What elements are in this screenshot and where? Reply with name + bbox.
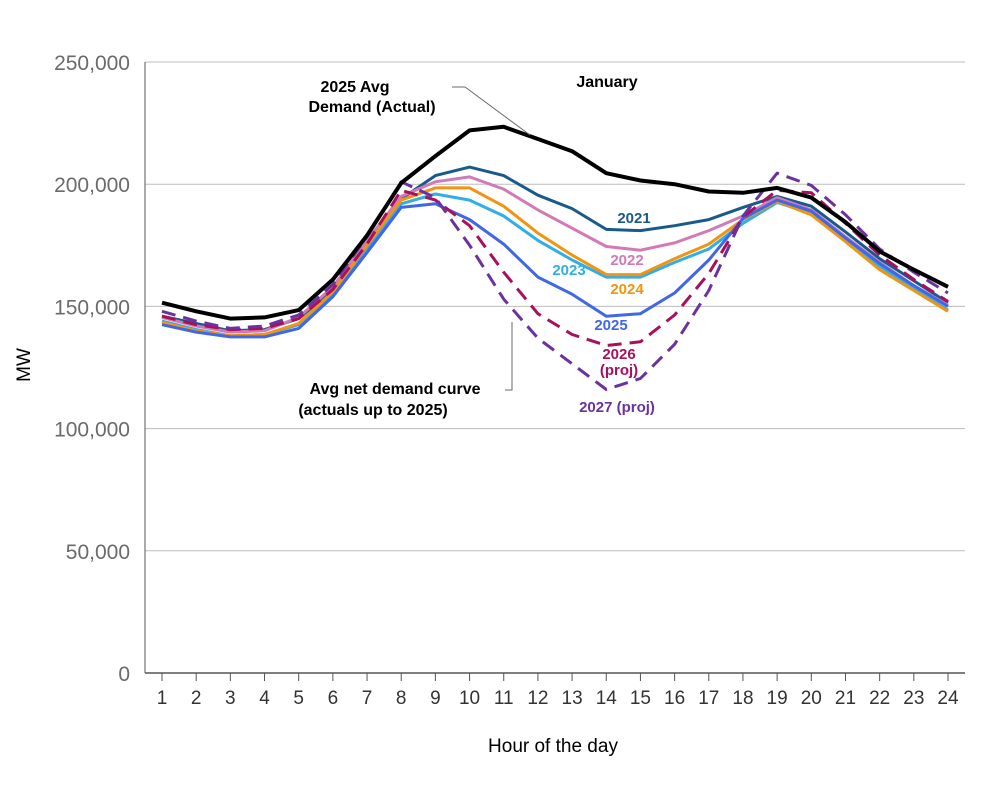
y-tick-labels: 0 50,000 100,000 150,000 200,000 250,000 <box>54 52 130 686</box>
x-tick-label: 4 <box>259 688 270 709</box>
x-tick-label: 19 <box>767 688 788 709</box>
series-line-2025-avg-demand-actual- <box>161 124 949 321</box>
x-tick-labels: 1 2 3 4 5 6 7 8 9 10 11 12 13 14 15 16 17 18 19 20 21 22 23 24 <box>157 688 959 709</box>
net-curve-annotation-line1: Avg net demand curve <box>309 381 480 398</box>
label-2025: 2025 <box>594 317 627 334</box>
series-line-2026-proj- <box>161 188 949 347</box>
x-tick-label: 23 <box>903 688 924 709</box>
x-tick-label: 20 <box>801 688 822 709</box>
x-tick-label: 6 <box>328 688 339 709</box>
label-2026: 2026 <box>602 346 635 363</box>
x-axis-title: Hour of the day <box>488 736 618 757</box>
y-axis-title: MW <box>14 348 35 382</box>
series-lines <box>161 124 949 391</box>
label-2024: 2024 <box>610 281 644 298</box>
x-tick-label: 3 <box>225 688 236 709</box>
avg-demand-leader-line <box>452 86 531 136</box>
net-curve-annotation-line2: (actuals up to 2025) <box>298 402 447 419</box>
x-tick-label: 9 <box>430 688 441 709</box>
x-tick-label: 11 <box>494 688 514 709</box>
label-2023: 2023 <box>552 262 585 279</box>
series-line-2025 <box>161 198 949 339</box>
y-tick-label: 200,000 <box>54 174 130 197</box>
avg-demand-annotation-line2: Demand (Actual) <box>308 99 435 116</box>
y-tick-label: 100,000 <box>54 419 130 442</box>
label-2026-proj: (proj) <box>600 362 638 379</box>
x-tick-label: 13 <box>562 688 583 709</box>
label-2022: 2022 <box>610 252 643 269</box>
label-2027: 2027 (proj) <box>579 399 655 416</box>
x-tick-label: 15 <box>630 688 651 709</box>
grid-lines <box>145 61 965 552</box>
x-tick-label: 21 <box>835 688 856 709</box>
avg-demand-annotation-line1: 2025 Avg <box>320 79 389 96</box>
x-tick-label: 8 <box>396 688 407 709</box>
axes <box>144 62 965 681</box>
x-tick-label: 5 <box>293 688 304 709</box>
series-line-2027-proj- <box>161 171 949 391</box>
y-tick-label: 250,000 <box>54 52 130 75</box>
x-tick-label: 22 <box>869 688 890 709</box>
x-tick-label: 24 <box>937 688 959 709</box>
x-tick-label: 2 <box>191 688 202 709</box>
series-line-2024 <box>161 186 949 338</box>
y-tick-label: 150,000 <box>54 296 130 319</box>
x-tick-label: 16 <box>664 688 685 709</box>
x-tick-label: 18 <box>732 688 753 709</box>
x-tick-label: 14 <box>596 688 618 709</box>
net-curve-leader-line <box>505 322 513 391</box>
y-tick-label: 50,000 <box>66 541 130 564</box>
chart-title: January <box>576 74 637 91</box>
x-tick-label: 7 <box>362 688 373 709</box>
y-tick-label: 0 <box>118 663 130 686</box>
label-2021: 2021 <box>617 210 650 227</box>
x-tick-label: 1 <box>157 688 168 709</box>
x-tick-label: 10 <box>459 688 480 709</box>
x-tick-label: 12 <box>527 688 548 709</box>
x-tick-label: 17 <box>698 688 719 709</box>
